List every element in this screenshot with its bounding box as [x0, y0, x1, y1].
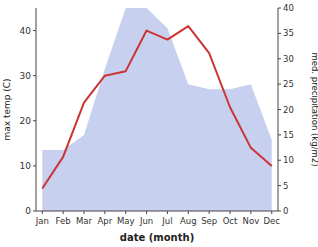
- x-tick-label: May: [117, 216, 135, 226]
- y-tick-label: 30: [20, 71, 32, 81]
- x-tick: [167, 211, 168, 214]
- x-tick-label: Feb: [56, 216, 71, 226]
- y-tick-label: 20: [20, 116, 32, 126]
- x-tick-label: Dec: [264, 216, 281, 226]
- y2-tick-label: 25: [283, 79, 294, 89]
- y2-tick-label: 35: [283, 28, 294, 38]
- y2-tick-label: 5: [283, 181, 288, 191]
- y-axis-line: [36, 8, 37, 211]
- y-axis-label: max temp (C): [2, 78, 12, 140]
- y-tick-label: 10: [20, 161, 32, 171]
- y-tick: [33, 165, 36, 166]
- x-tick: [209, 211, 210, 214]
- x-tick: [125, 211, 126, 214]
- y2-tick: [278, 185, 281, 186]
- x-tick: [250, 211, 251, 214]
- x-tick: [63, 211, 64, 214]
- y-tick-label: 0: [25, 206, 31, 216]
- y2-tick: [278, 33, 281, 34]
- x-axis-label: date (month): [120, 232, 194, 243]
- x-tick-label: Jun: [139, 216, 153, 226]
- y2-tick: [278, 8, 281, 9]
- x-tick-label: Oct: [223, 216, 238, 226]
- x-tick: [83, 211, 84, 214]
- x-tick: [42, 211, 43, 214]
- x-tick: [146, 211, 147, 214]
- x-tick-label: Jul: [161, 216, 172, 226]
- y2-tick-label: 0: [283, 206, 288, 216]
- y2-tick-label: 40: [283, 3, 294, 13]
- plot-area: [42, 8, 271, 211]
- x-tick: [230, 211, 231, 214]
- temperature-line: [42, 26, 271, 188]
- x-tick-label: Aug: [180, 216, 197, 226]
- chart: JanFebMarAprMayJunJulAugSepOctNovDec0102…: [0, 0, 318, 247]
- y2-tick: [278, 84, 281, 85]
- y-tick: [33, 30, 36, 31]
- y2-axis-label: med. precipitation (kg/m2): [310, 52, 318, 166]
- x-tick-label: Nov: [243, 216, 260, 226]
- y2-tick: [278, 160, 281, 161]
- x-tick-label: Sep: [201, 216, 217, 226]
- y-tick: [33, 120, 36, 121]
- x-tick: [271, 211, 272, 214]
- y2-tick: [278, 134, 281, 135]
- x-tick-label: Mar: [76, 216, 93, 226]
- chart-container: JanFebMarAprMayJunJulAugSepOctNovDec0102…: [0, 0, 318, 247]
- y-tick: [33, 75, 36, 76]
- y-tick-label: 40: [20, 26, 32, 36]
- y2-tick: [278, 58, 281, 59]
- x-tick: [188, 211, 189, 214]
- y2-tick-label: 15: [283, 130, 294, 140]
- y2-tick-label: 20: [283, 105, 294, 115]
- x-tick: [104, 211, 105, 214]
- x-tick-label: Jan: [35, 216, 49, 226]
- y2-tick-label: 10: [283, 155, 294, 165]
- x-axis-line: [36, 211, 278, 212]
- x-tick-label: Apr: [97, 216, 112, 226]
- precipitation-area: [42, 8, 271, 211]
- y-tick: [33, 211, 36, 212]
- y2-tick: [278, 109, 281, 110]
- y2-tick: [278, 211, 281, 212]
- y2-tick-label: 30: [283, 54, 294, 64]
